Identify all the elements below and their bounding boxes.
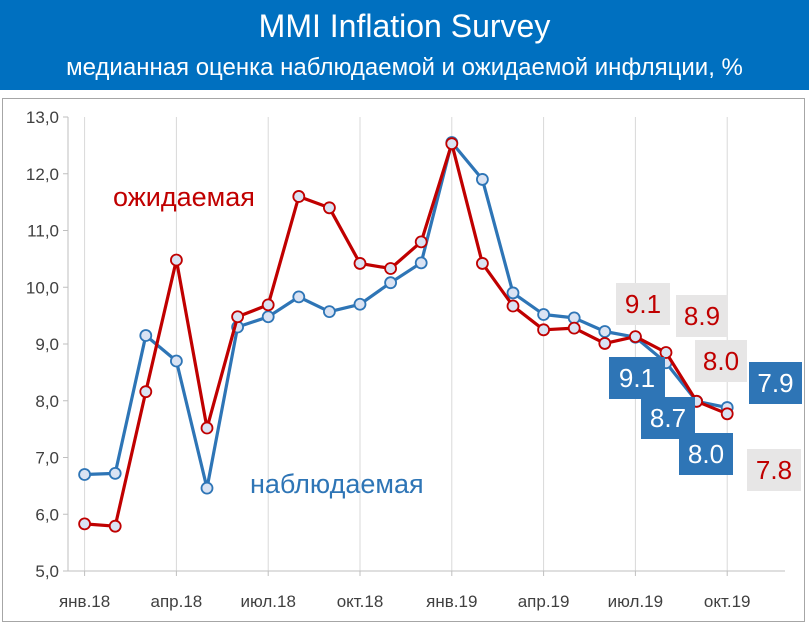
x-tick-label: окт.19 <box>704 592 751 611</box>
value-callout-label: 8.7 <box>650 403 686 433</box>
data-point <box>353 257 367 270</box>
y-tick-label: 13,0 <box>26 108 59 127</box>
chart-subtitle: медианная оценка наблюдаемой и ожидаемой… <box>66 54 743 81</box>
value-callout-box <box>609 357 665 399</box>
y-tick-label: 6,0 <box>35 505 59 524</box>
y-tick-label: 7,0 <box>35 449 59 468</box>
value-callout-box <box>676 295 728 337</box>
series-layer <box>78 136 734 533</box>
data-point <box>78 468 91 481</box>
data-point <box>384 276 398 290</box>
value-callout-label: 7.9 <box>757 368 793 398</box>
data-point <box>414 256 428 270</box>
y-tick-label: 5,0 <box>35 562 59 581</box>
chart-header <box>0 0 809 90</box>
chart-title: MMI Inflation Survey <box>258 8 551 44</box>
x-tick-label: июл.19 <box>608 592 663 611</box>
data-point <box>169 354 183 368</box>
data-point <box>414 235 428 249</box>
data-point <box>139 329 153 342</box>
data-point <box>78 517 91 531</box>
data-point <box>322 305 336 319</box>
data-point <box>261 310 275 324</box>
y-tick-label: 8,0 <box>35 392 59 411</box>
data-point <box>537 323 550 337</box>
data-point <box>108 466 122 480</box>
value-callout-box <box>679 433 733 475</box>
value-callout-label: 8.0 <box>703 346 739 376</box>
value-callout-label: 9.1 <box>619 363 655 393</box>
value-callout-box <box>641 397 695 439</box>
data-point <box>200 481 214 495</box>
x-tick-label: апр.19 <box>518 592 570 611</box>
series-label-observed: наблюдаемая <box>250 469 424 499</box>
data-point <box>445 137 459 151</box>
series-label-expected: ожидаемая <box>113 182 255 212</box>
data-point <box>322 201 336 215</box>
x-tick-label: окт.18 <box>337 592 384 611</box>
y-tick-label: 11,0 <box>27 222 59 241</box>
data-point <box>231 310 245 324</box>
x-tick-label: июл.18 <box>240 592 295 611</box>
y-tick-label: 9,0 <box>35 335 59 354</box>
data-point <box>200 421 214 435</box>
data-point <box>659 346 673 359</box>
value-callout-label: 8.9 <box>684 301 720 331</box>
data-point <box>506 299 520 313</box>
value-callout-box <box>616 283 670 325</box>
value-callout-label: 7.8 <box>756 455 792 485</box>
data-point <box>567 321 581 335</box>
y-tick-label: 10,0 <box>26 278 59 297</box>
x-tick-label: янв.18 <box>59 592 110 611</box>
value-callout-box <box>749 362 802 404</box>
data-point <box>169 253 183 267</box>
y-tick-label: 12,0 <box>26 165 59 184</box>
data-point <box>720 407 734 421</box>
data-point <box>598 325 612 338</box>
data-point <box>506 286 520 300</box>
grid-layer <box>84 117 728 571</box>
data-point <box>384 262 398 275</box>
x-tick-label: апр.18 <box>151 592 203 611</box>
data-point <box>598 337 612 350</box>
data-point <box>292 290 306 304</box>
value-callout-box <box>695 340 747 382</box>
data-point <box>108 519 122 533</box>
value-callout-box <box>747 449 801 491</box>
data-point <box>292 190 306 203</box>
data-point <box>261 298 275 312</box>
plot-frame <box>2 98 805 622</box>
series-line-observed <box>84 140 728 490</box>
value-callout-label: 8.0 <box>688 439 724 469</box>
data-point <box>629 330 642 344</box>
data-point <box>475 257 489 270</box>
series-line-expected <box>84 142 728 528</box>
data-point <box>475 173 489 186</box>
data-point <box>139 385 153 399</box>
data-point <box>537 308 550 321</box>
data-point <box>353 297 367 311</box>
x-tick-label: янв.19 <box>426 592 477 611</box>
value-callout-label: 9.1 <box>625 289 661 319</box>
axis-layer: 5,0 6,0 7,0 8,0 9,0 10,0 11,0 12,0 13,0 янв.18 апр… <box>26 108 785 611</box>
